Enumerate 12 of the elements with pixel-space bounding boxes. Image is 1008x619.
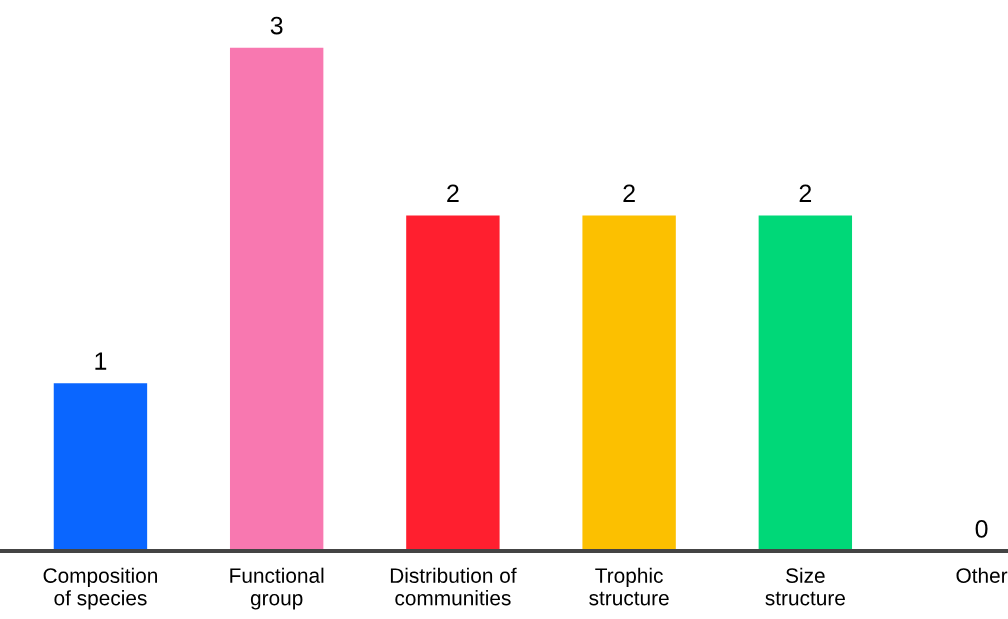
x-tick-label: Distribution of communities — [390, 567, 517, 606]
data-label: 2 — [799, 184, 812, 202]
x-tick-label: Composition of species — [43, 567, 157, 610]
x-tick-label: Functional group — [230, 567, 324, 610]
data-label: 2 — [447, 184, 459, 202]
x-tick-label: Trophic structure — [589, 567, 669, 606]
x-tick-label: Other — [956, 567, 1008, 583]
data-label: 1 — [95, 352, 107, 370]
data-label: 0 — [975, 520, 988, 538]
x-tick-label: Size structure — [765, 567, 845, 606]
data-label: 2 — [623, 184, 635, 202]
data-label: 3 — [270, 16, 283, 35]
